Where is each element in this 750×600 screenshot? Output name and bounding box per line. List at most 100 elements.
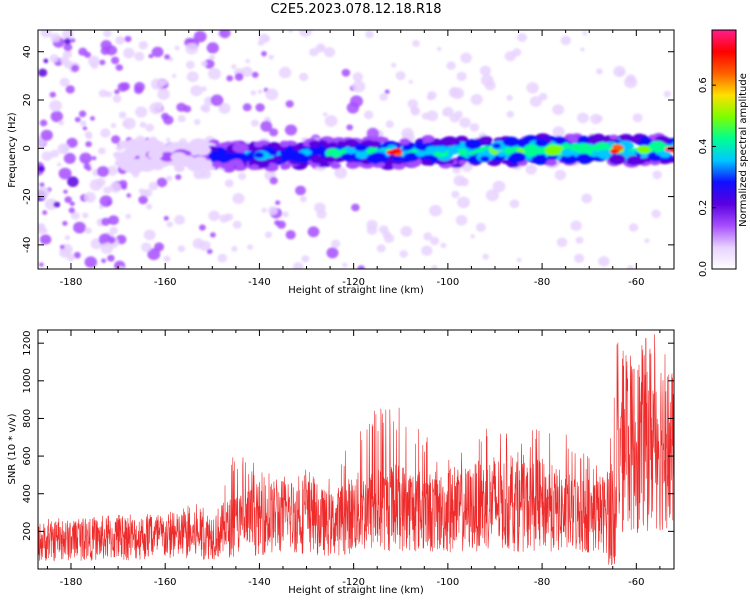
heatmap-cell <box>644 238 650 244</box>
heatmap-cell <box>84 227 92 234</box>
heatmap-cell <box>71 64 79 73</box>
heatmap-cell <box>85 141 92 148</box>
heatmap-cell <box>155 101 163 110</box>
heatmap-cell <box>363 139 374 147</box>
colorbar-ticks: 0.0 0.2 0.4 0.6 <box>698 77 716 277</box>
heatmap-cell <box>166 221 174 228</box>
heatmap-cell <box>544 145 562 156</box>
snr-x-axis-label: Height of straight line (km) <box>288 585 424 596</box>
heatmap-cell <box>44 198 58 210</box>
heatmap-cell <box>62 50 73 59</box>
heatmap-cell <box>157 88 170 100</box>
heatmap-cell <box>84 191 96 203</box>
spectrogram-y-axis-label: Frequency (Hz) <box>7 112 18 188</box>
heatmap-cell <box>103 186 112 194</box>
heatmap-cell <box>399 138 410 145</box>
heatmap-cell <box>144 146 152 152</box>
heatmap-cell <box>506 110 515 118</box>
spectrogram-y-tick-label: 40 <box>22 45 33 58</box>
snr-y-tick-label: 1200 <box>22 330 33 355</box>
heatmap-cell <box>410 106 421 116</box>
heatmap-cell <box>456 71 467 81</box>
heatmap-cell <box>107 254 115 262</box>
heatmap-cell <box>40 30 52 38</box>
heatmap-cell <box>154 242 165 252</box>
heatmap-cell <box>230 158 243 166</box>
heatmap-cell <box>269 176 278 185</box>
heatmap-cell <box>255 103 265 112</box>
heatmap-cell <box>146 138 160 147</box>
heatmap-cell <box>134 81 145 92</box>
heatmap-cell <box>112 94 122 103</box>
heatmap-cell <box>115 36 125 45</box>
heatmap-cell <box>38 186 50 199</box>
heatmap-cell <box>181 160 189 166</box>
heatmap-cell <box>186 71 199 83</box>
heatmap-cell <box>429 204 442 217</box>
heatmap-cell <box>378 225 389 234</box>
heatmap-cell <box>114 89 120 95</box>
heatmap-cell <box>101 217 110 226</box>
heatmap-cell <box>217 154 231 163</box>
heatmap-cell <box>208 67 221 80</box>
spectrogram-frame <box>37 29 675 270</box>
heatmap-cell <box>242 103 252 112</box>
heatmap-cell <box>457 196 470 209</box>
heatmap-cell <box>451 190 460 199</box>
heatmap-cell <box>442 111 448 116</box>
heatmap-cell <box>211 161 223 168</box>
heatmap-cell <box>64 196 72 204</box>
heatmap-cell <box>479 65 491 76</box>
heatmap-cell <box>174 214 186 225</box>
heatmap-cell <box>73 251 81 259</box>
heatmap-cell <box>79 152 92 164</box>
heatmap-cell <box>569 143 583 152</box>
colorbar-gradient <box>711 29 737 270</box>
heatmap-cell <box>441 136 458 147</box>
heatmap-cell <box>608 154 626 165</box>
heatmap-cell <box>82 212 89 219</box>
heatmap-cell <box>103 30 112 38</box>
heatmap-cell <box>241 66 253 77</box>
heatmap-cell <box>110 123 117 128</box>
heatmap-cell <box>324 155 336 163</box>
heatmap-cell <box>265 88 279 101</box>
spectrogram-x-tick-label: -80 <box>534 277 550 288</box>
heatmap-cell <box>609 134 618 140</box>
heatmap-cell <box>79 120 87 127</box>
heatmap-cell <box>138 195 148 205</box>
heatmap-cell <box>200 169 212 180</box>
heatmap-cell <box>245 58 251 64</box>
heatmap-cell <box>41 151 53 162</box>
heatmap-cell <box>648 141 667 152</box>
heatmap-cell <box>470 94 483 105</box>
heatmap-cell <box>208 152 221 161</box>
heatmap-cell <box>458 148 467 154</box>
heatmap-cell <box>57 162 62 167</box>
heatmap-cell <box>431 265 438 269</box>
snr-x-tick-label: -100 <box>437 577 460 588</box>
spectrogram-x-tick-label: -100 <box>437 277 460 288</box>
heatmap-cell <box>423 232 433 241</box>
spectrogram-x-tick-label: -140 <box>248 277 271 288</box>
heatmap-cell <box>408 79 413 84</box>
heatmap-cell <box>284 124 298 136</box>
heatmap-cell <box>318 45 324 51</box>
heatmap-cell <box>412 39 420 47</box>
heatmap-cell <box>574 253 585 263</box>
heatmap-cell <box>150 78 164 90</box>
heatmap-cell <box>99 195 113 207</box>
heatmap-cell <box>485 189 499 202</box>
heatmap-cell <box>174 165 185 172</box>
colorbar-tick-label: 0.4 <box>698 138 709 154</box>
heatmap-cell <box>561 154 577 165</box>
heatmap-cell <box>70 38 76 43</box>
heatmap-cell <box>143 229 156 241</box>
heatmap-cell <box>105 45 118 56</box>
heatmap-cell <box>63 60 73 69</box>
heatmap-cell <box>42 210 48 215</box>
heatmap-cell <box>278 66 292 79</box>
heatmap-cell <box>191 143 206 152</box>
heatmap-cell <box>160 155 169 161</box>
heatmap-cell <box>395 71 406 81</box>
